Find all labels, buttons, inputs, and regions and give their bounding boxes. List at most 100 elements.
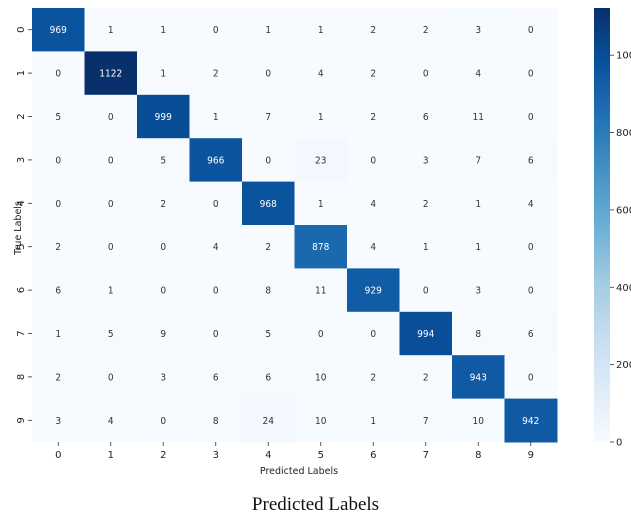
cell-value-label: 1 (265, 25, 271, 36)
cell-value-label: 11 (315, 286, 326, 297)
cell-value-label: 0 (55, 69, 61, 80)
cell-value-label: 942 (522, 416, 539, 427)
heatmap-cell (504, 225, 558, 269)
heatmap-cell (242, 355, 295, 400)
cell-value-label: 0 (160, 416, 166, 427)
heatmap-cell (32, 398, 85, 443)
y-tick-label: 1 (16, 70, 27, 76)
figure-caption: Predicted Labels (251, 494, 380, 515)
colorbar-tick-label: 400 (616, 283, 631, 294)
cell-value-label: 6 (213, 372, 219, 383)
heatmap-cell (399, 181, 453, 226)
heatmap-cell (294, 355, 348, 400)
cell-value-label: 5 (55, 112, 61, 123)
heatmap-cell (399, 311, 453, 356)
cell-value-label: 0 (213, 286, 219, 297)
x-tick-label: 5 (318, 450, 324, 461)
cell-value-label: 4 (108, 416, 114, 427)
x-tick-label: 4 (265, 450, 271, 461)
heatmap-cell (294, 8, 348, 52)
cell-value-label: 966 (207, 155, 224, 166)
heatmap-cell (242, 311, 295, 356)
y-axis-ticks: 0 1 2 3 4 5 6 7 8 9 (16, 27, 32, 423)
heatmap-cell (294, 138, 348, 183)
cell-value-label: 0 (265, 155, 271, 166)
heatmap-cell (294, 311, 348, 356)
cell-value-label: 6 (528, 155, 534, 166)
heatmap-cell (137, 138, 190, 183)
heatmap-cell (242, 8, 295, 52)
cell-value-label: 0 (528, 372, 534, 383)
cell-value-label: 2 (370, 25, 376, 36)
cell-value-label: 9 (160, 329, 166, 340)
heatmap-cell (347, 355, 400, 400)
heatmap-cell (242, 225, 295, 269)
cell-value-label: 4 (318, 69, 324, 80)
heatmap-cell (504, 94, 558, 139)
cell-value-label: 2 (370, 69, 376, 80)
heatmap-cell (84, 51, 138, 96)
heatmap-cell (399, 225, 453, 269)
heatmap-cell (242, 138, 295, 183)
cell-value-label: 943 (470, 372, 487, 383)
heatmap-cell (347, 94, 400, 139)
cell-value-label: 929 (365, 286, 382, 297)
heatmap-cell (84, 8, 138, 52)
cell-value-label: 0 (528, 286, 534, 297)
cell-value-label: 2 (370, 112, 376, 123)
heatmap-cell (242, 181, 295, 226)
cell-value-label: 0 (213, 25, 219, 36)
heatmap-cell (294, 225, 348, 269)
heatmap-cell (137, 8, 190, 52)
heatmap-cell (504, 138, 558, 183)
heatmap-cell (32, 181, 85, 226)
cell-value-label: 1 (213, 112, 219, 123)
x-tick-label: 8 (475, 450, 481, 461)
heatmap-cell (137, 181, 190, 226)
cell-value-label: 24 (263, 416, 275, 427)
cell-value-label: 8 (213, 416, 219, 427)
cell-value-label: 0 (160, 286, 166, 297)
heatmap-cell (137, 311, 190, 356)
cell-value-label: 2 (423, 25, 429, 36)
heatmap-cell (452, 51, 505, 96)
cell-value-label: 3 (55, 416, 61, 427)
heatmap-cell (294, 181, 348, 226)
cell-value-label: 6 (423, 112, 429, 123)
cell-value-label: 0 (160, 242, 166, 253)
cell-value-label: 6 (528, 329, 534, 340)
cell-value-label: 2 (213, 69, 219, 80)
cell-value-label: 7 (423, 416, 429, 427)
heatmap-cell (504, 181, 558, 226)
heatmap-cell (189, 181, 243, 226)
cell-value-label: 1 (160, 69, 166, 80)
heatmap-cell (452, 138, 505, 183)
cell-value-label: 878 (312, 242, 329, 253)
heatmap-cell (452, 225, 505, 269)
heatmap-cell (242, 268, 295, 313)
cell-value-label: 10 (315, 372, 327, 383)
heatmap-cell (347, 268, 400, 313)
cell-value-label: 0 (108, 199, 114, 210)
x-tick-label: 3 (213, 450, 219, 461)
cell-value-label: 2 (55, 372, 61, 383)
cell-value-label: 0 (213, 199, 219, 210)
heatmap-cell (84, 311, 138, 356)
x-tick-label: 1 (108, 450, 114, 461)
x-tick-label: 6 (370, 450, 376, 461)
cell-value-label: 7 (475, 155, 481, 166)
y-tick-label: 3 (16, 157, 27, 163)
x-tick-label: 9 (528, 450, 534, 461)
cell-value-label: 0 (528, 112, 534, 123)
cell-value-label: 6 (55, 286, 61, 297)
heatmap-cell (504, 51, 558, 96)
heatmap-cell (504, 398, 558, 443)
y-axis-label: True Labels (13, 201, 24, 256)
heatmap-cell (452, 355, 505, 400)
cell-value-label: 8 (475, 329, 481, 340)
cell-value-label: 1122 (99, 69, 122, 80)
cell-value-label: 0 (318, 329, 324, 340)
heatmap-cell (399, 51, 453, 96)
heatmap-cells: 969 1 1 0 1 1 2 2 3 00 1122 1 2 0 4 2 0 4 05 0 999 1 7 1 2 6 11 00 0… (32, 8, 558, 443)
